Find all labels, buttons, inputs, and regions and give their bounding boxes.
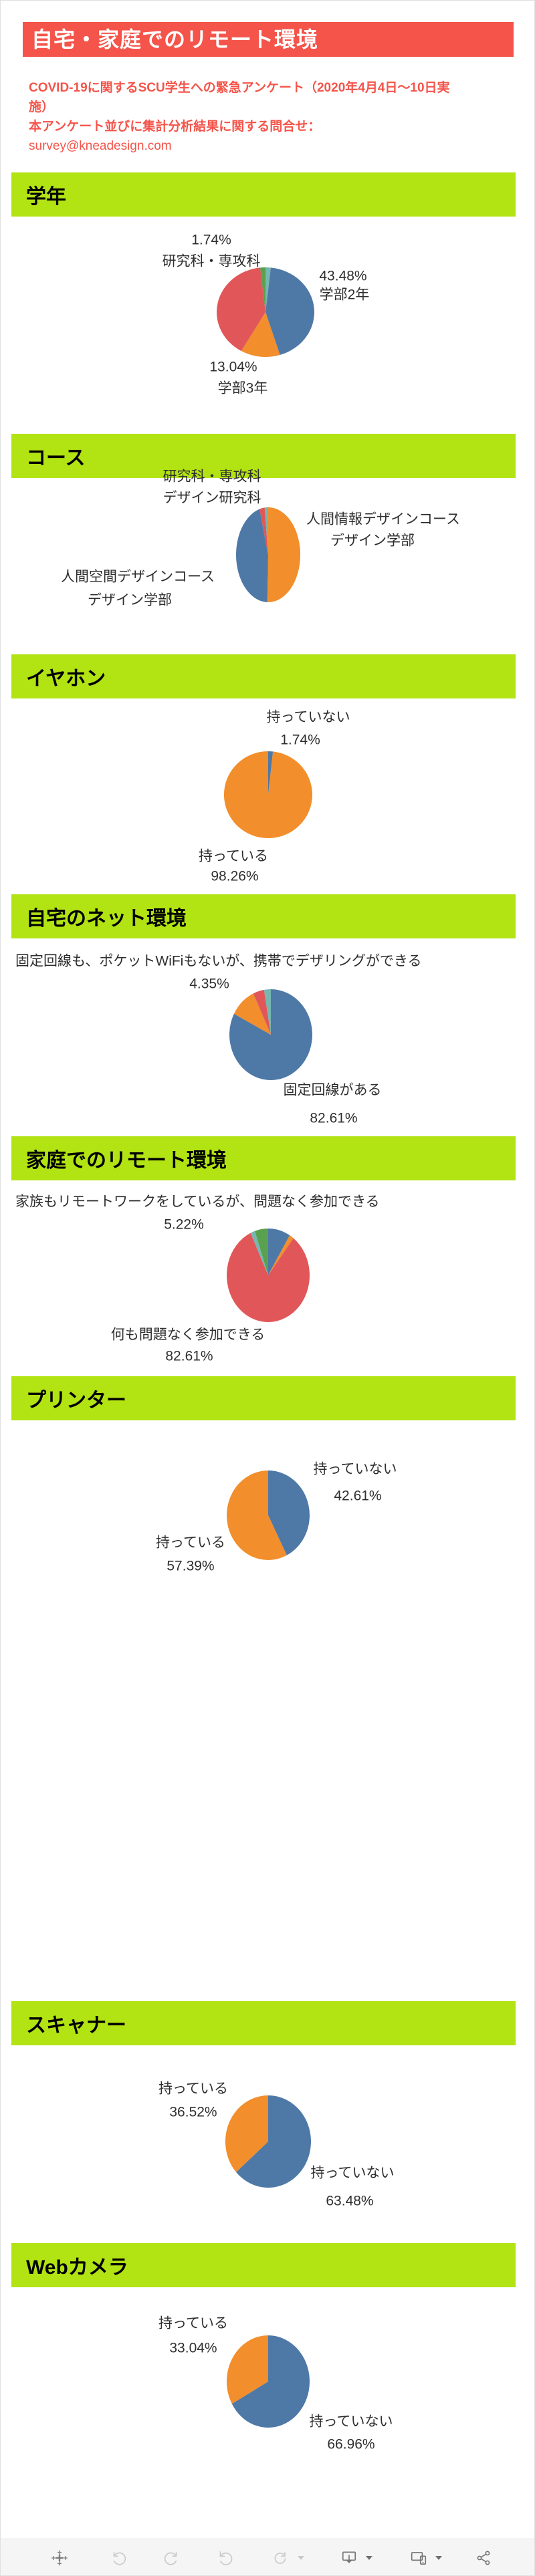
survey-note-line2: 本アンケート並びに集計分析結果に関する問合せ： [29, 120, 321, 134]
pie-chart-scanner[interactable] [225, 2095, 311, 2188]
pie-chart-home-remote[interactable] [227, 1229, 310, 1322]
pie-label: デザイン学部 [88, 592, 172, 608]
device-layouts-button[interactable] [409, 2548, 443, 2568]
download-button[interactable] [339, 2548, 374, 2568]
section-header-webcam: Webカメラ [11, 2243, 516, 2287]
pie-label: 持っていない [310, 2165, 395, 2181]
tableau-logo-button[interactable] [49, 2548, 70, 2568]
pie-label: 持っている [199, 848, 268, 864]
pie-chart-home-internet[interactable] [229, 989, 312, 1080]
section-header-scanner: スキャナー [11, 2001, 516, 2045]
section-header-printer: プリンター [11, 1376, 516, 1420]
redo-icon [164, 2552, 177, 2565]
pie-label: 持っていない [313, 1461, 397, 1477]
refresh-button[interactable] [271, 2548, 306, 2568]
tableau-logo-icon [51, 2550, 68, 2566]
section-header-home-remote: 家庭でのリモート環境 [11, 1136, 516, 1180]
pie-label: 学部2年 [319, 287, 370, 303]
pie-label: 持っている [158, 2315, 228, 2331]
pie-label: 82.61% [310, 1110, 358, 1126]
pie-label: 人間空間デザインコース [61, 569, 215, 585]
pie-label: 42.61% [334, 1488, 382, 1504]
page-title: 自宅・家庭でのリモート環境 [23, 22, 514, 57]
pie-chart-grade[interactable] [217, 267, 314, 357]
pie-label: 固定回線も、ポケットWiFiもないが、携帯でデザリングができる [15, 953, 422, 969]
pie-label: 学部3年 [217, 380, 268, 396]
pie-label: 57.39% [167, 1558, 215, 1574]
contact-email[interactable]: survey@kneadesign.com [29, 139, 172, 153]
pie-label: 98.26% [211, 868, 259, 884]
pie-label: 5.22% [164, 1216, 204, 1233]
section-header-course: コース [11, 434, 516, 478]
pie-label: 研究科・専攻科 [162, 253, 261, 269]
pie-chart-earphones[interactable] [224, 751, 312, 838]
pie-label: 持っていない [266, 709, 350, 725]
pie-label: 4.35% [189, 976, 229, 992]
chevron-down-icon [298, 2556, 304, 2560]
pie-chart-webcam[interactable] [227, 2335, 310, 2428]
section-header-earphones: イヤホン [11, 654, 516, 698]
pie-label: 研究科・専攻科 [163, 469, 261, 485]
pie-label: 36.52% [169, 2104, 217, 2120]
pie-label: 固定回線がある [283, 1082, 382, 1098]
device-layouts-icon [411, 2552, 427, 2565]
pie-label: 66.96% [327, 2436, 375, 2452]
section-header-grade: 学年 [11, 172, 516, 217]
survey-note-line1: COVID-19に関するSCU学生への緊急アンケート（2020年4月4日～10日… [29, 81, 450, 114]
pie-label: 持っている [156, 1535, 225, 1551]
pie-chart-course[interactable] [236, 507, 300, 602]
pie-label: 家族もリモートワークをしているが、問題なく参加できる [15, 1194, 380, 1210]
section-header-home-internet: 自宅のネット環境 [11, 894, 516, 938]
share-button[interactable] [473, 2548, 494, 2568]
download-icon [342, 2551, 356, 2563]
revert-button[interactable] [215, 2548, 235, 2568]
pie-label: 何も問題なく参加できる [110, 1327, 265, 1343]
pie-chart-printer[interactable] [227, 1470, 310, 1560]
embed-toolbar [1, 2539, 534, 2575]
redo-button[interactable] [162, 2548, 182, 2568]
pie-label: 持っていない [309, 2414, 393, 2430]
pie-label: 63.48% [326, 2193, 374, 2209]
pie-label: 1.74% [191, 232, 231, 248]
pie-label: デザイン学部 [330, 533, 415, 549]
chevron-down-icon [435, 2556, 442, 2560]
pie-label: 82.61% [165, 1348, 213, 1364]
share-icon [477, 2551, 490, 2565]
pie-label: 人間情報デザインコース [306, 511, 460, 527]
revert-icon [219, 2551, 233, 2565]
pie-label: 13.04% [209, 359, 257, 375]
pie-label: デザイン研究科 [163, 490, 261, 506]
pie-label: 33.04% [169, 2340, 217, 2356]
pie-label: 43.48% [319, 268, 367, 284]
pie-label: 持っている [158, 2081, 228, 2097]
chevron-down-icon [366, 2556, 372, 2560]
pie-label: 1.74% [280, 732, 320, 748]
undo-button[interactable] [108, 2548, 128, 2568]
refresh-icon [274, 2552, 286, 2564]
undo-icon [113, 2552, 126, 2565]
survey-note: COVID-19に関するSCU学生への緊急アンケート（2020年4月4日～10日… [29, 78, 457, 156]
